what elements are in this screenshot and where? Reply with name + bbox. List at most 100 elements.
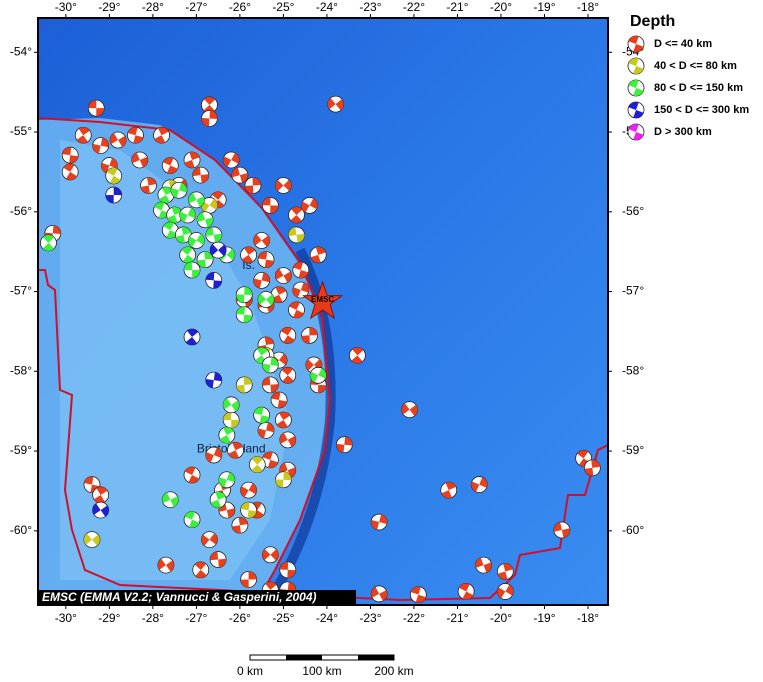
beachball-quadrants	[471, 477, 488, 492]
legend-title: Depth	[630, 13, 675, 30]
beachball-quadrants	[459, 583, 474, 600]
earthquake-event	[257, 251, 275, 269]
earthquake-event	[61, 146, 79, 164]
beachball-quadrants	[185, 329, 199, 346]
beachball-quadrants	[154, 127, 169, 144]
earthquake-event	[470, 476, 488, 493]
earthquake-event	[183, 151, 201, 169]
beachball-quadrants	[497, 563, 513, 580]
y-tick-label: -57°	[10, 284, 32, 298]
beachball-quadrants	[240, 502, 257, 519]
beachball-quadrants	[281, 367, 294, 384]
legend-swatch	[627, 35, 645, 53]
beachball-quadrants	[258, 293, 274, 306]
legend-label: 80 < D <= 150 km	[654, 82, 743, 94]
earthquake-event	[105, 167, 123, 185]
beachball-quadrants	[167, 207, 182, 223]
earthquake-event	[222, 396, 240, 414]
x-tick-label: -25°	[272, 611, 294, 625]
x-tick-label: -18°	[577, 0, 599, 14]
beachball-quadrants	[240, 483, 257, 498]
earthquake-event	[174, 226, 192, 244]
earthquake-event	[209, 551, 227, 568]
beachball-quadrants	[201, 198, 218, 213]
earthquake-event	[292, 281, 310, 299]
earthquake-event	[248, 456, 266, 474]
beachball-quadrants	[92, 137, 109, 154]
beachball-quadrants	[110, 133, 127, 147]
earthquake-event	[183, 261, 201, 279]
earthquake-event	[83, 531, 101, 549]
earthquake-event	[74, 126, 92, 144]
earthquake-event	[192, 561, 210, 579]
beachball-quadrants	[279, 462, 296, 478]
beachball-quadrants	[181, 246, 195, 263]
earthquake-event	[92, 486, 110, 504]
beachball-quadrants	[336, 436, 353, 453]
x-tick-label: -23°	[359, 611, 381, 625]
earthquake-event	[170, 181, 188, 199]
beachball-quadrants	[271, 392, 287, 409]
earthquake-event	[270, 286, 288, 304]
attribution: EMSC (EMMA V2.2; Vannucci & Gasperini, 2…	[42, 590, 317, 604]
earthquake-event	[205, 226, 223, 244]
earthquake-event	[583, 459, 601, 477]
earthquake-event	[401, 401, 418, 418]
beachball-quadrants	[255, 347, 268, 364]
beachball-quadrants	[628, 36, 644, 52]
beachball-quadrants	[293, 262, 309, 279]
beachball-quadrants	[203, 96, 216, 113]
x-tick-label: -21°	[446, 611, 468, 625]
earthquake-event	[227, 441, 244, 459]
earthquake-event	[201, 96, 218, 114]
earthquake-event	[161, 221, 179, 239]
beachball-quadrants	[163, 222, 178, 239]
earthquake-event	[288, 226, 305, 244]
earthquake-event	[183, 511, 201, 529]
y-tick-label: -54°	[10, 44, 32, 58]
earthquake-event	[244, 177, 262, 194]
beachball-quadrants	[162, 492, 179, 507]
earthquake-event	[261, 376, 279, 394]
earthquake-event	[253, 232, 271, 249]
beachball-quadrants	[262, 376, 279, 393]
x-tick-label: -20°	[490, 0, 512, 14]
beachball-quadrants	[327, 97, 344, 111]
x-tick-label: -20°	[490, 611, 512, 625]
x-tick-label: -27°	[185, 611, 207, 625]
x-tick-label: -27°	[185, 0, 207, 14]
beachball-quadrants	[371, 586, 388, 601]
earthquake-event	[222, 151, 240, 169]
beachball-quadrants	[240, 571, 257, 588]
earthquake-event	[161, 491, 179, 509]
beachball-quadrants	[301, 327, 318, 344]
beachball-quadrants	[628, 58, 644, 74]
earthquake-event	[235, 376, 253, 394]
x-tick-label: -26°	[229, 611, 251, 625]
scale-bar-segment	[358, 655, 394, 660]
earthquake-event	[496, 563, 514, 580]
beachball-quadrants	[253, 407, 270, 424]
earthquake-event	[218, 471, 236, 489]
y-tick-label: -59°	[622, 443, 644, 457]
earthquake-event	[196, 211, 214, 229]
earthquake-event	[301, 197, 318, 214]
earthquake-event	[92, 501, 110, 519]
y-tick-label: -57°	[622, 284, 644, 298]
beachball-quadrants	[231, 167, 248, 183]
beachball-quadrants	[201, 110, 218, 127]
beachball-quadrants	[275, 268, 292, 283]
beachball-quadrants	[192, 167, 209, 184]
earthquake-event	[183, 328, 201, 346]
earthquake-event	[109, 131, 127, 149]
beachball-quadrants	[262, 357, 279, 373]
legend-swatch	[627, 79, 645, 97]
earthquake-event	[153, 201, 170, 219]
earthquake-event	[261, 197, 279, 214]
earthquake-event	[131, 151, 149, 169]
earthquake-event	[201, 531, 218, 549]
beachball-quadrants	[188, 192, 205, 207]
x-tick-label: -19°	[533, 611, 555, 625]
beachball-quadrants	[410, 586, 426, 603]
